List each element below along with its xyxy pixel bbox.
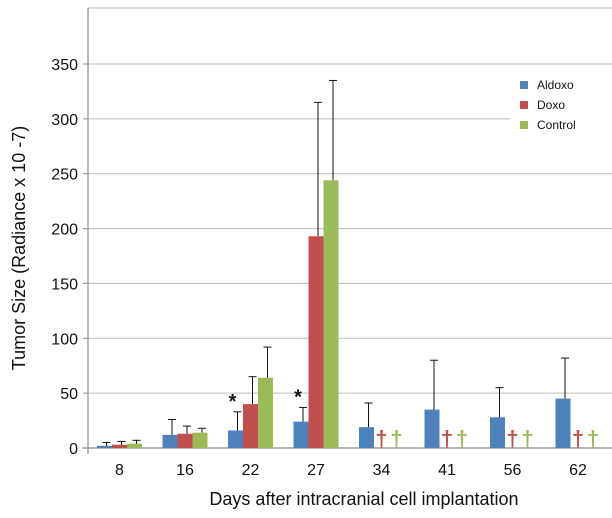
axes [82,8,612,454]
y-tick-label: 300 [51,112,78,129]
x-tick-label: 62 [569,462,587,479]
bar-aldoxo-62 [555,398,571,448]
bar-control-16 [192,432,208,448]
bars [97,180,571,448]
y-axis-label: Tumor Size (Radiance x 10 -7) [9,126,29,370]
x-tick-label: 22 [242,462,260,479]
y-tick-label: 0 [69,441,78,458]
bar-doxo-27 [308,236,324,448]
bar-aldoxo-16 [162,434,178,448]
legend: Aldoxo Doxo Control [510,76,612,136]
x-tick-label: 16 [176,462,194,479]
bar-aldoxo-56 [490,417,505,448]
bar-control-8 [127,443,142,448]
tick-labels: 0 50 100 150 200 250 300 350 8 16 22 27 34 41 56 62 [51,57,587,479]
y-tick-label: 350 [51,57,78,74]
deceased-marker-control-41: † [456,426,468,451]
y-tick-label: 250 [51,167,78,184]
deceased-marker-doxo-34: † [375,426,387,451]
y-tick-label: 100 [51,331,78,348]
y-tick-label: 150 [51,276,78,293]
x-tick-label: 41 [438,462,456,479]
deceased-marker-control-62: † [587,426,599,451]
legend-label-aldoxo: Aldoxo [537,78,574,92]
bar-doxo-22 [243,404,258,448]
x-tick-label: 34 [373,462,391,479]
legend-label-control: Control [537,118,576,132]
bar-doxo-16 [177,433,193,448]
bar-aldoxo-34 [359,427,374,448]
y-tick-label: 200 [51,222,78,239]
bar-doxo-8 [112,444,127,448]
x-tick-label: 56 [504,462,522,479]
deceased-marker-doxo-56: † [506,426,518,451]
deceased-marker-control-34: † [390,426,402,451]
significance-star: * [294,386,302,408]
bar-aldoxo-41 [424,409,440,448]
x-tick-label: 27 [307,462,325,479]
bar-aldoxo-22 [228,430,243,448]
legend-swatch-doxo [520,101,528,109]
gridlines [88,7,612,394]
deceased-marker-doxo-62: † [572,426,584,451]
deceased-marker-control-56: † [521,426,533,451]
bar-control-27 [323,180,339,448]
deceased-marker-doxo-41: † [441,426,453,451]
x-tick-label: 8 [115,462,124,479]
error-bars [102,79,569,446]
legend-label-doxo: Doxo [537,98,565,112]
markers: † † † † † † † †* * [229,386,600,451]
bar-aldoxo-8 [97,445,112,448]
y-tick-label: 50 [60,386,78,403]
bar-aldoxo-27 [293,421,309,448]
legend-swatch-control [520,121,528,129]
x-axis-label: Days after intracranial cell implantatio… [209,489,518,509]
bar-control-22 [258,377,273,448]
legend-swatch-aldoxo [520,81,528,89]
significance-star: * [229,391,237,413]
